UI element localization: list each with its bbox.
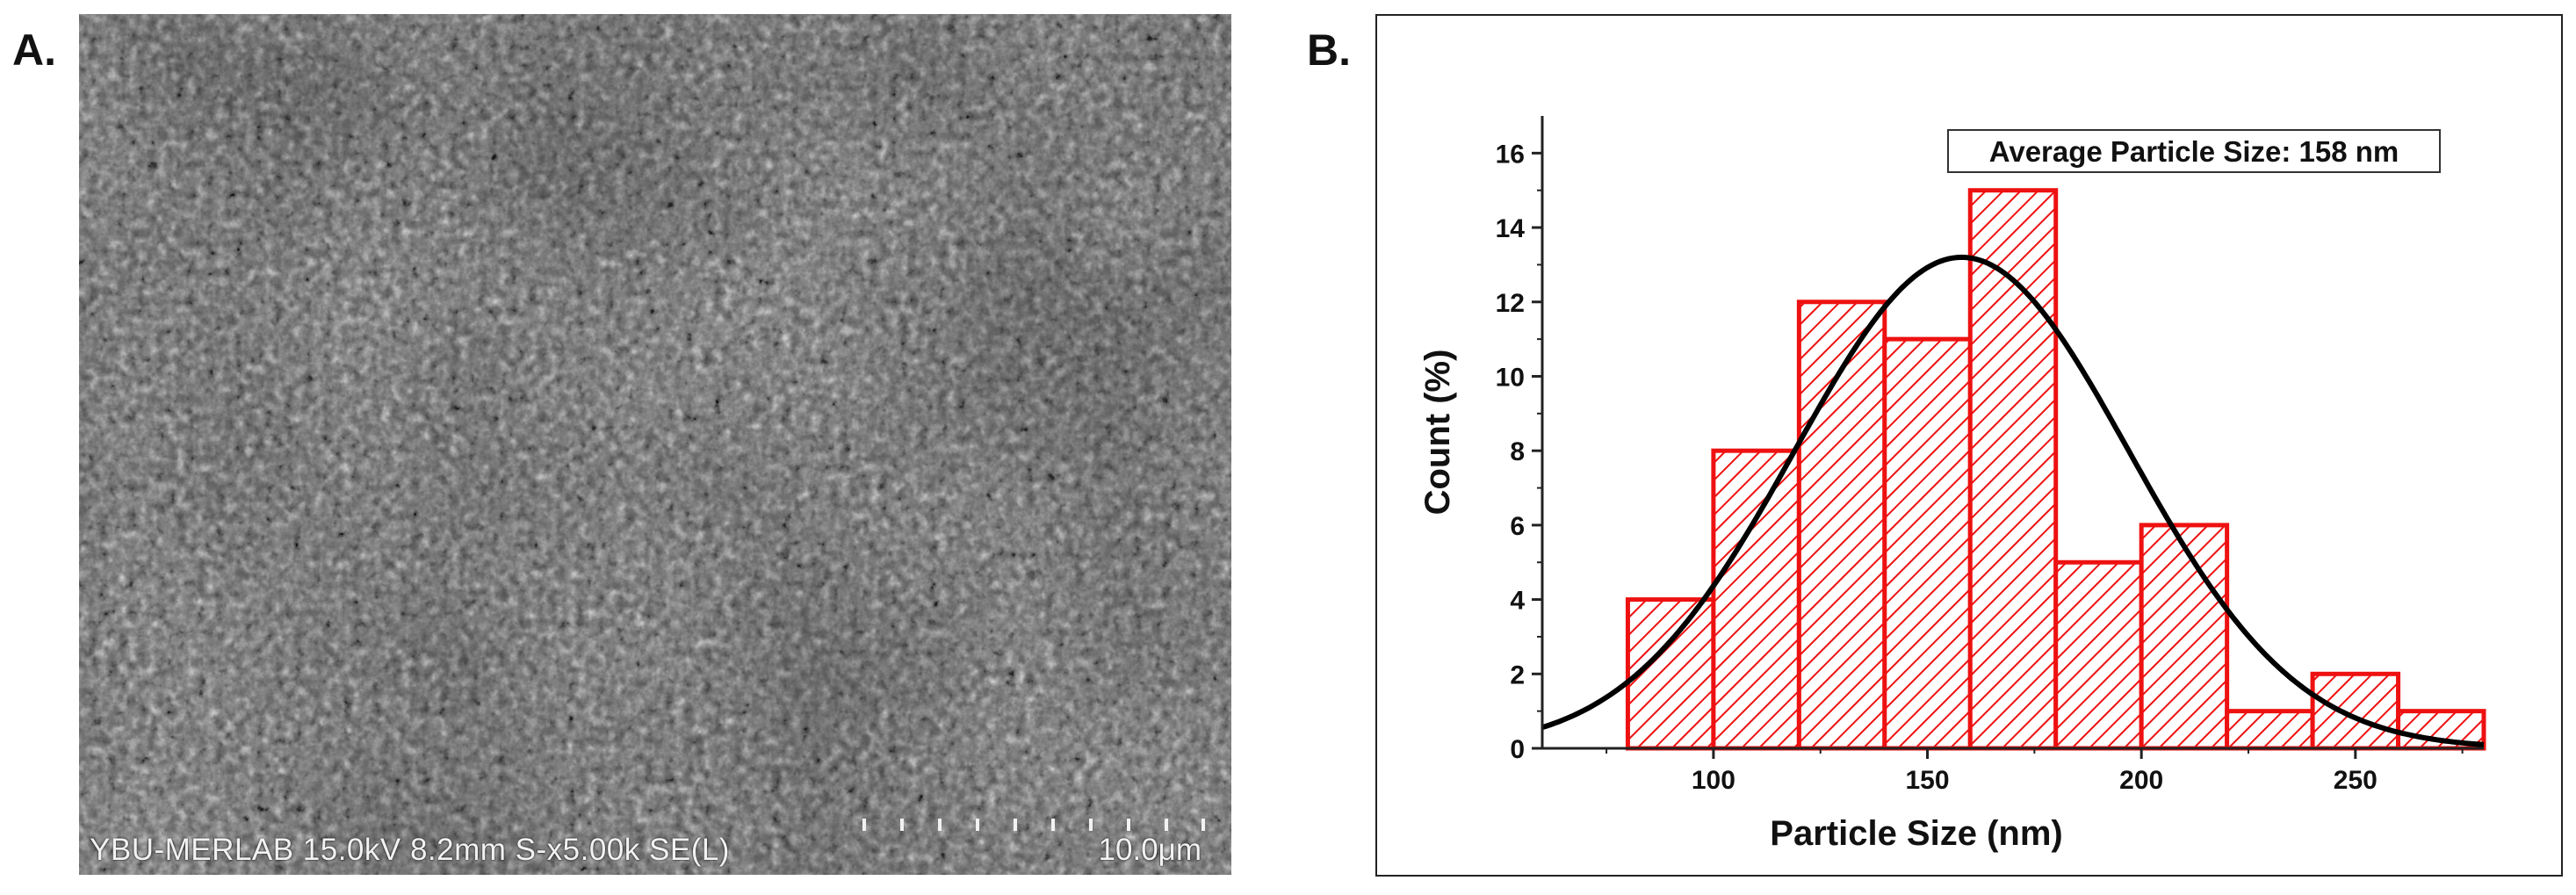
y-tick-label: 10 [1496,363,1525,392]
chart-panel: 0 2 4 6 8 10 12 14 16 100 150 200 250 Average Partic… [1375,14,2563,877]
sem-micrograph: YBU-MERLAB 15.0kV 8.2mm S-x5.00k SE(L) 1… [79,14,1231,875]
y-tick-label: 6 [1510,512,1525,541]
y-tick-label: 12 [1496,289,1525,318]
histogram-bars [1625,188,2486,751]
histogram-bar-7 [2225,709,2315,751]
x-axis-title: Particle Size (nm) [1770,814,2062,853]
y-tick-label: 16 [1496,140,1525,169]
x-tick-label: 200 [2119,766,2163,795]
sem-info-caption: YBU-MERLAB 15.0kV 8.2mm S-x5.00k SE(L) [90,833,730,867]
y-axis-title: Count (%) [1418,350,1457,516]
y-tick-label: 14 [1496,214,1526,243]
histogram-bar-3 [1882,336,1973,751]
panel-label-b: B. [1307,25,1351,75]
x-tick-label: 150 [1906,766,1950,795]
y-tick-label: 2 [1510,660,1525,689]
y-tick-label: 0 [1510,735,1525,764]
chart-axes [1541,116,2484,750]
average-size-annotation: Average Particle Size: 158 nm [1989,135,2399,168]
chart-ticks: 0 2 4 6 8 10 12 14 16 100 150 200 250 [1496,140,2464,795]
x-tick-label: 250 [2334,766,2378,795]
histogram-bar-1 [1711,448,1801,751]
scale-bar-label: 10.0μm [1098,833,1201,867]
histogram-bar-6 [2139,523,2230,751]
sem-texture [79,14,1231,875]
normal-fit-curve [1541,254,2485,747]
y-tick-label: 4 [1510,587,1525,616]
x-tick-label: 100 [1692,766,1735,795]
histogram-bar-4 [1967,188,2059,751]
histogram-bar-8 [2310,671,2401,751]
y-tick-label: 8 [1510,437,1525,466]
histogram-bar-5 [2053,559,2144,751]
average-size-annotation-box [1947,129,2441,173]
scale-bar [862,819,1205,831]
histogram-chart: 0 2 4 6 8 10 12 14 16 100 150 200 250 Average Partic… [1418,116,2486,853]
panel-label-a: A. [12,25,56,75]
